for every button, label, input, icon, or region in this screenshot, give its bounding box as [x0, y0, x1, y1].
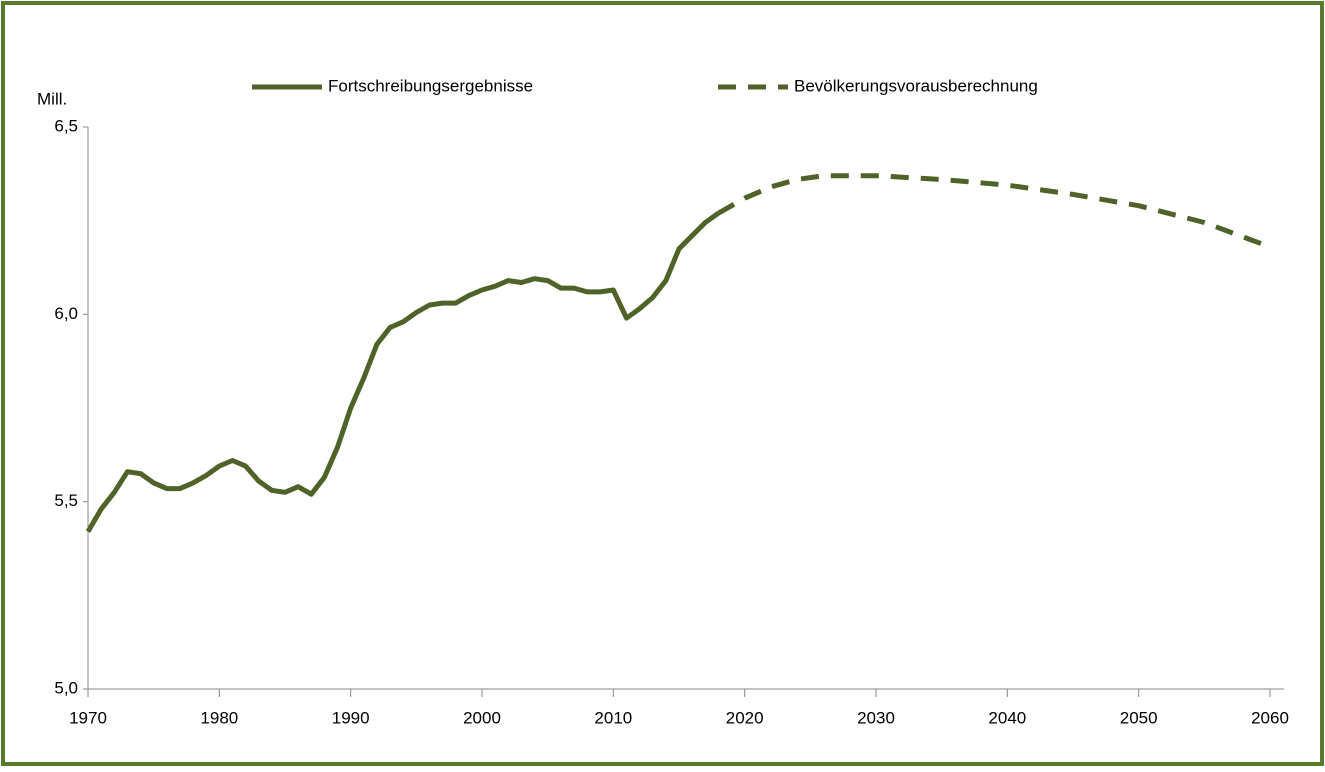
x-tick-label: 1980: [200, 708, 238, 727]
x-tick-label: 1990: [332, 708, 370, 727]
x-tick-label: 2040: [988, 708, 1026, 727]
x-tick-label: 2010: [594, 708, 632, 727]
x-tick-label: 2020: [726, 708, 764, 727]
x-tick-label: 2050: [1120, 708, 1158, 727]
legend-label: Bevölkerungsvorausberechnung: [794, 76, 1038, 95]
y-tick-label: 5,5: [54, 491, 78, 510]
y-tick-label: 5,0: [54, 678, 78, 697]
series-line: [717, 173, 1271, 250]
y-tick-label: 6,5: [54, 116, 78, 135]
x-tick-label: 1970: [69, 708, 107, 727]
x-tick-label: 2060: [1251, 708, 1289, 727]
x-tick-label: 2000: [463, 708, 501, 727]
y-tick-label: 6,0: [54, 304, 78, 323]
series-line: [85, 211, 720, 533]
y-axis-label: Mill.: [37, 89, 67, 108]
x-tick-label: 2030: [857, 708, 895, 727]
legend-label: Fortschreibungsergebnisse: [328, 76, 533, 95]
